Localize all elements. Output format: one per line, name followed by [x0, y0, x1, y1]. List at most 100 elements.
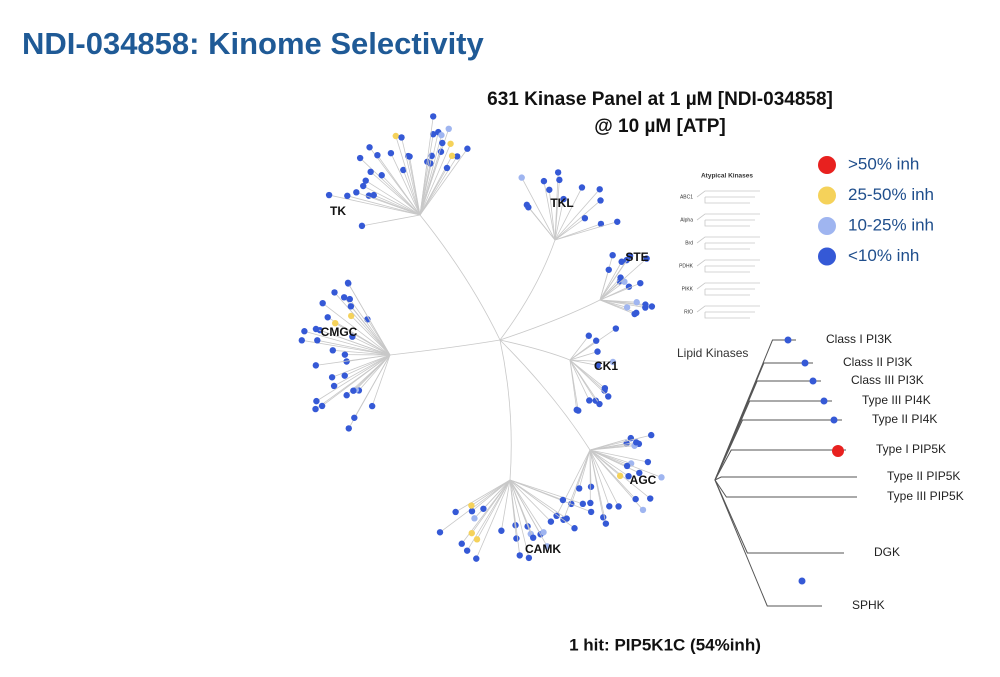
kinase-dot: [378, 172, 385, 179]
tree-branch: [589, 449, 648, 463]
kinase-dot: [596, 186, 603, 193]
kinase-dot: [633, 299, 640, 306]
kinase-dot: [463, 547, 471, 554]
kinase-dot: [398, 134, 405, 141]
atypical-label: RIO: [684, 309, 693, 315]
kinase-dot: [448, 152, 456, 160]
tree-branch: [333, 354, 391, 387]
tree-branch: [332, 349, 391, 356]
atypical-branch: [696, 190, 760, 204]
kinase-dot: [438, 131, 445, 139]
tree-branch: [569, 359, 606, 389]
kinase-dot: [343, 358, 350, 365]
tree-branch: [499, 239, 556, 341]
lipid-label: Type III PI4K: [862, 393, 931, 407]
tree-branch: [328, 194, 421, 216]
kinase-dot: [540, 177, 548, 185]
kinase-dot: [367, 168, 374, 176]
kinase-dot: [313, 397, 320, 405]
tree-branch: [589, 449, 629, 477]
kinase-dot: [625, 472, 632, 480]
kinase-dot: [331, 289, 338, 296]
kinase-dot: [366, 144, 373, 151]
kinase-dot: [329, 347, 336, 354]
tree-branch: [361, 214, 421, 227]
kinase-dot: [480, 505, 487, 512]
tree-branch: [569, 359, 613, 363]
tree-branch: [365, 180, 421, 216]
atypical-kinases: Atypical Kinases ABC1 Alpha Brd PDHK PIKK RIO: [676, 170, 776, 330]
legend-label: 25-50% inh: [848, 185, 934, 204]
tree-branch: [331, 354, 391, 378]
legend: >50% inh 25-50% inh 10-25% inh <10% inh: [818, 154, 934, 266]
lipid-label: DGK: [874, 545, 900, 559]
tree-branch: [402, 169, 421, 216]
kinase-dot: [559, 496, 567, 504]
kinase-dot: [301, 328, 308, 335]
group-label: CMGC: [321, 325, 358, 339]
tree-branch: [599, 269, 610, 301]
kinase-dot: [349, 333, 356, 340]
kinase-dot: [360, 182, 367, 190]
tree-branch: [509, 479, 530, 558]
kinase-dot: [498, 527, 505, 534]
tree-branch: [334, 292, 391, 356]
kinase-dot: [585, 332, 592, 339]
kinase-dot: [540, 529, 547, 536]
kinase-dot: [351, 414, 358, 421]
kinase-dot: [325, 191, 333, 199]
tree-branch: [589, 449, 628, 467]
lipid-dot: [820, 397, 828, 405]
lipid-branch: [714, 419, 842, 481]
kinase-dot: [516, 552, 523, 559]
kinase-dot: [596, 400, 603, 408]
lipid-label: Class I PI3K: [826, 332, 892, 346]
tree-branch: [381, 174, 421, 216]
legend-label: 10-25% inh: [848, 215, 934, 234]
kinase-dot: [631, 310, 638, 318]
kinase-dot: [575, 485, 583, 492]
tree-branch: [509, 479, 521, 556]
legend-label: <10% inh: [848, 246, 919, 265]
kinase-dot: [617, 274, 624, 281]
kinase-dot: [643, 255, 650, 262]
kinase-dot: [586, 397, 593, 404]
kinase-dot: [605, 266, 612, 273]
kinase-dot: [430, 113, 437, 120]
kinase-dot: [543, 543, 551, 550]
lipid-branch: [714, 400, 832, 481]
kinase-dot: [623, 462, 631, 470]
kinase-dot: [592, 337, 600, 344]
kinase-dot: [464, 145, 471, 152]
tree-branch: [554, 189, 601, 241]
kinase-dot: [644, 458, 652, 466]
lipid-label: Type I PIP5K: [876, 442, 946, 456]
group-label: CAMK: [525, 542, 561, 556]
tree-branch: [401, 137, 421, 216]
legend-swatch: [818, 186, 836, 205]
tree-branch: [569, 359, 609, 397]
kinase-dot: [312, 325, 320, 333]
kinase-dot: [614, 218, 621, 225]
kinase-dot: [563, 515, 570, 522]
lipid-branch: [714, 380, 821, 481]
tree-branch: [419, 142, 443, 216]
tree-branch: [419, 143, 451, 216]
kinase-dot: [525, 204, 532, 211]
tree-branch: [347, 282, 391, 356]
kinase-dot: [616, 472, 624, 480]
slide-title: NDI-034858: Kinome Selectivity: [22, 26, 485, 61]
tree-branch: [371, 354, 391, 407]
tree-branch: [589, 449, 607, 524]
kinase-dot: [553, 512, 560, 520]
kinase-dot: [392, 132, 399, 140]
atypical-branch: [696, 305, 760, 319]
tree-branch: [569, 359, 578, 410]
legend-label: >50% inh: [848, 154, 919, 173]
kinase-dot: [356, 154, 364, 162]
kinase-dot: [637, 279, 644, 287]
kinase-dot: [368, 402, 376, 410]
tree-branch: [509, 479, 564, 501]
kinase-dot: [623, 304, 631, 311]
